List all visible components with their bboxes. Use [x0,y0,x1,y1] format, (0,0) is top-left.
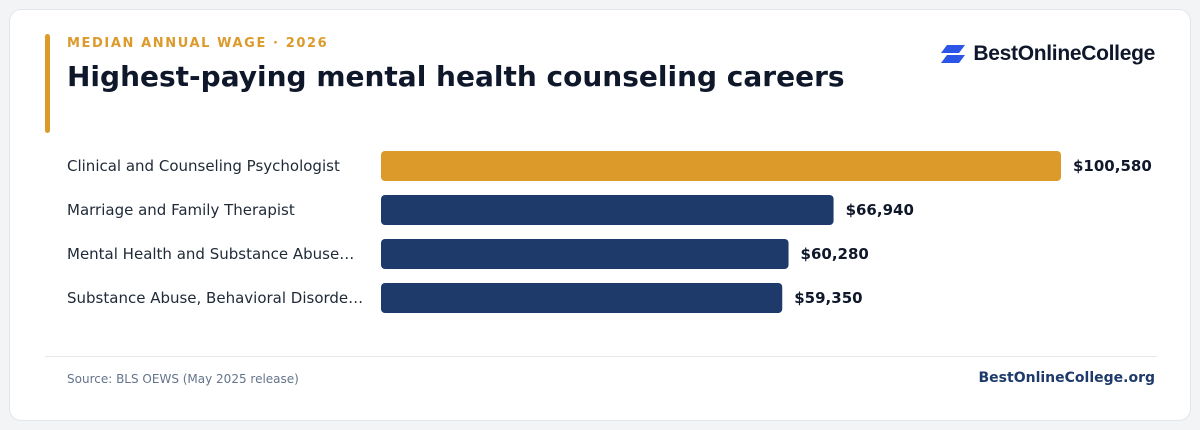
page-title: Highest-paying mental health counseling … [67,60,845,93]
eyebrow-label: MEDIAN ANNUAL WAGE · 2026 [67,36,329,51]
accent-bar [45,34,50,133]
bestonlinecollege-logo-icon [941,45,966,63]
source-note: Source: BLS OEWS (May 2025 release) [67,372,299,386]
bar [381,239,789,269]
bar [381,195,834,225]
chart-card: MEDIAN ANNUAL WAGE · 2026 Highest-paying… [9,9,1191,421]
value-label: $100,580 [1073,157,1152,175]
brand-logo[interactable]: BestOnlineCollege [941,42,1155,66]
category-label: Mental Health and Substance Abuse… [67,245,354,263]
value-label: $60,280 [801,245,869,263]
category-label: Marriage and Family Therapist [67,201,295,219]
value-label: $66,940 [846,201,914,219]
bar [381,151,1061,181]
footer-divider [45,356,1157,357]
bar [381,283,783,313]
bar-chart: Clinical and Counseling Psychologist $100… [67,151,1152,313]
category-label: Substance Abuse, Behavioral Disorde… [67,289,363,307]
logo-text: BestOnlineCollege [973,42,1155,65]
site-link[interactable]: BestOnlineCollege.org [978,370,1155,386]
category-label: Clinical and Counseling Psychologist [67,157,340,175]
value-label: $59,350 [794,289,862,307]
